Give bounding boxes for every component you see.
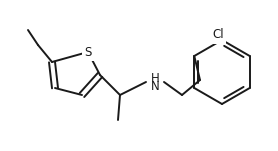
Text: N: N xyxy=(151,80,159,93)
Text: Cl: Cl xyxy=(212,29,224,42)
Text: S: S xyxy=(84,45,92,58)
Text: H: H xyxy=(151,72,159,85)
